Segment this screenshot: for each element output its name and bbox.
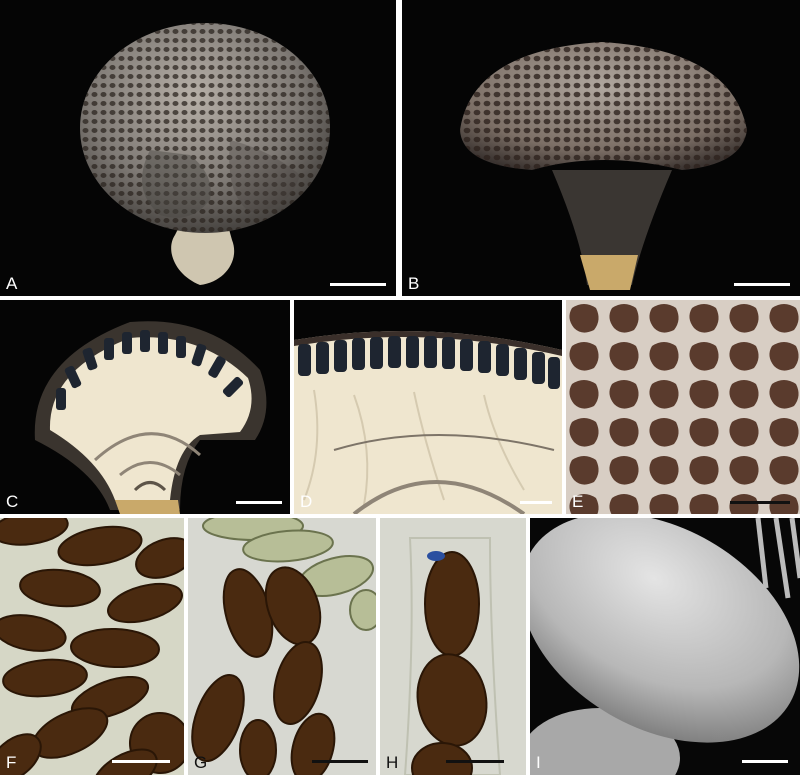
scale-bar [236,501,282,504]
scale-bar [734,283,790,286]
panel-f-label: F [6,753,17,772]
scale-bar [730,501,790,504]
panel-d-image [294,331,562,514]
panel-b-image [460,42,747,290]
panel-b-label: B [408,274,420,293]
scale-bar [446,760,504,763]
panel-i-image [530,518,800,775]
panel-i: I [530,518,800,775]
panel-a-image [80,23,330,285]
panel-c-label: C [6,492,19,511]
panel-f-image [0,518,184,775]
panel-d: D [294,300,562,514]
scale-bar [520,501,552,504]
panel-e: E [566,300,800,514]
panel-a: A [0,0,396,296]
scale-bar [742,760,788,763]
panel-h-image [403,537,502,775]
panel-i-label: I [536,753,541,772]
panel-f: F [0,518,184,775]
panel-h: H [380,518,526,775]
panel-e-label: E [572,492,584,511]
panel-h-label: H [386,753,399,772]
panel-a-label: A [6,274,18,293]
panel-d-label: D [300,492,313,511]
panel-g-label: G [194,753,208,772]
panel-b: B [402,0,800,296]
panel-c-image [34,321,267,514]
scale-bar [112,760,170,763]
panel-e-image [566,300,800,514]
scale-bar [312,760,368,763]
scale-bar [330,283,386,286]
panel-c: C [0,300,290,514]
panel-g: G [188,518,376,775]
panel-g-image [191,518,376,775]
